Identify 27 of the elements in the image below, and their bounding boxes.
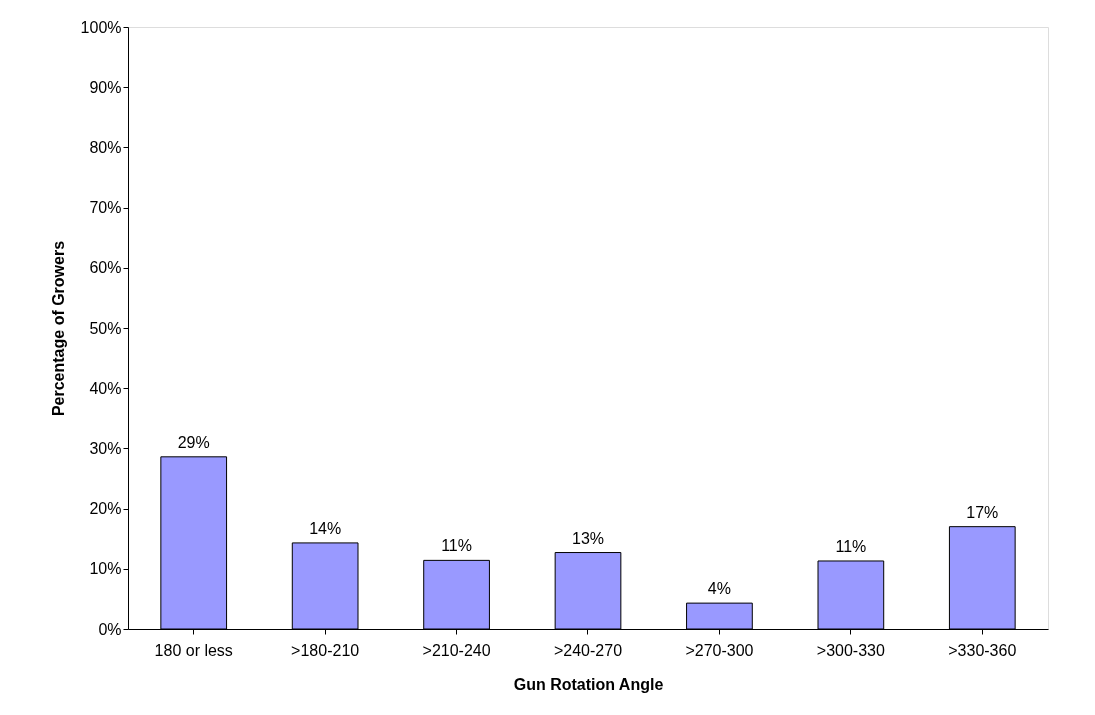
y-tick-label: 70% (89, 199, 122, 217)
y-tick-label: 90% (89, 78, 122, 96)
data-label: 17% (966, 503, 999, 521)
x-axis-title: Gun Rotation Angle (513, 675, 664, 693)
x-tick-label: >270-300 (685, 641, 754, 659)
y-axis-title: Percentage of Growers (49, 240, 67, 417)
x-tick-label: >180-210 (291, 641, 360, 659)
y-tick-label: 40% (89, 379, 122, 397)
y-tick-label: 60% (89, 259, 122, 277)
data-label: 29% (177, 433, 210, 451)
data-label: 11% (441, 537, 472, 555)
y-tick-label: 50% (89, 319, 122, 337)
y-tick-label: 30% (89, 439, 122, 457)
data-label: 14% (309, 519, 342, 537)
x-tick-label: >240-270 (553, 641, 623, 659)
y-tick-label: 100% (80, 18, 122, 36)
y-tick-label: 80% (89, 138, 122, 156)
y-tick-label: 10% (89, 560, 122, 578)
data-label: 4% (707, 580, 731, 598)
x-tick-label: 180 or less (154, 641, 233, 659)
x-tick-label: >300-330 (816, 641, 885, 659)
x-tick-label: >210-240 (422, 641, 491, 659)
data-label: 13% (571, 529, 605, 547)
x-tick-label: >330-360 (948, 641, 1017, 659)
y-tick-label: 20% (89, 500, 122, 518)
data-label: 11% (835, 537, 867, 555)
y-tick-label: 0% (98, 620, 122, 638)
